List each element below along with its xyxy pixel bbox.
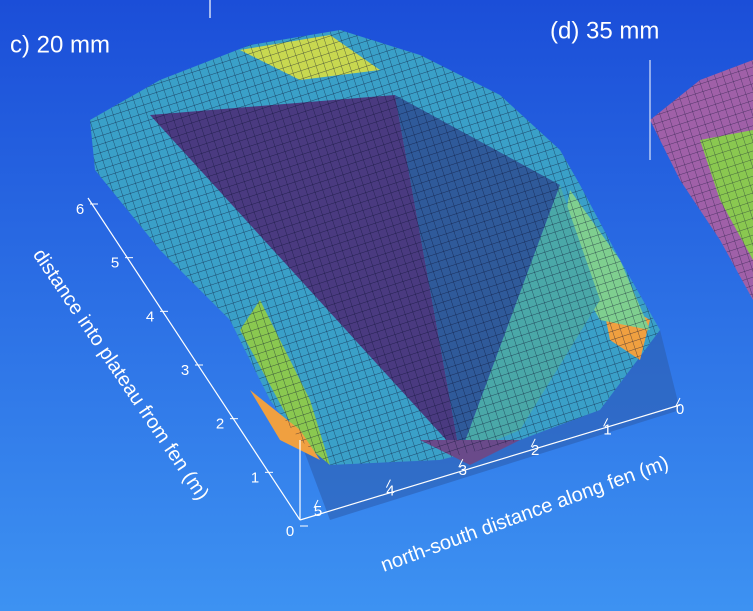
y-tick-label: 4: [146, 308, 154, 325]
y-tick-label: 2: [216, 416, 224, 433]
y-tick-label: 1: [251, 469, 259, 486]
panel-title: (d) 35 mm: [550, 17, 659, 44]
y-tick-label: 5: [111, 255, 119, 272]
x-tick-label: 2: [531, 442, 539, 459]
x-tick-label: 3: [459, 462, 467, 479]
y-tick-label: 6: [76, 201, 84, 218]
x-tick: [385, 479, 391, 488]
x-tick-label: 4: [386, 483, 394, 500]
axis-box: [87, 0, 681, 521]
x-tick: [675, 397, 681, 407]
ticks: 0 1 2 3 4 5 0 1 2 3 4 5 6: [76, 201, 684, 540]
x-tick: [530, 438, 536, 448]
x-tick: [313, 499, 319, 509]
x-tick: [458, 458, 464, 468]
y-tick-label: 3: [181, 362, 189, 379]
panel-title: c) 20 mm: [10, 31, 110, 58]
x-tick-label: 1: [603, 421, 611, 438]
x-tick-label: 0: [676, 401, 684, 418]
x-tick-label: 5: [314, 503, 322, 520]
surface-c: [90, 30, 680, 520]
x-tick: [603, 418, 609, 427]
y-tick-label: 0: [286, 523, 294, 540]
surface-d: [649, 60, 753, 300]
